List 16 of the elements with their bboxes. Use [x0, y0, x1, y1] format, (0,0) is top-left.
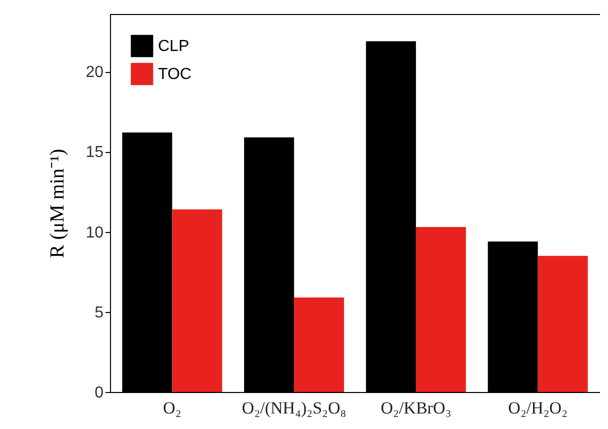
- x-tick-label: O₂: [163, 398, 182, 418]
- y-tick-label: 15: [86, 144, 104, 162]
- bar: [538, 256, 588, 392]
- y-tick-label: 10: [86, 224, 104, 242]
- legend-label: CLP: [158, 38, 190, 55]
- legend-label: TOC: [158, 66, 192, 83]
- y-tick-label: 5: [94, 304, 104, 322]
- y-axis-title: R (μM min⁻¹): [46, 148, 69, 258]
- bar: [294, 298, 344, 392]
- y-tick-label: 0: [94, 384, 104, 402]
- bar: [172, 209, 222, 392]
- x-tick-label: O₂/H₂O₂: [508, 398, 568, 418]
- x-tick-label: O₂/(NH₄)₂S₂O₈: [242, 398, 346, 418]
- bar: [416, 227, 466, 392]
- x-tick-label: O₂/KBrO₃: [380, 398, 452, 418]
- y-tick-label: 20: [86, 64, 104, 82]
